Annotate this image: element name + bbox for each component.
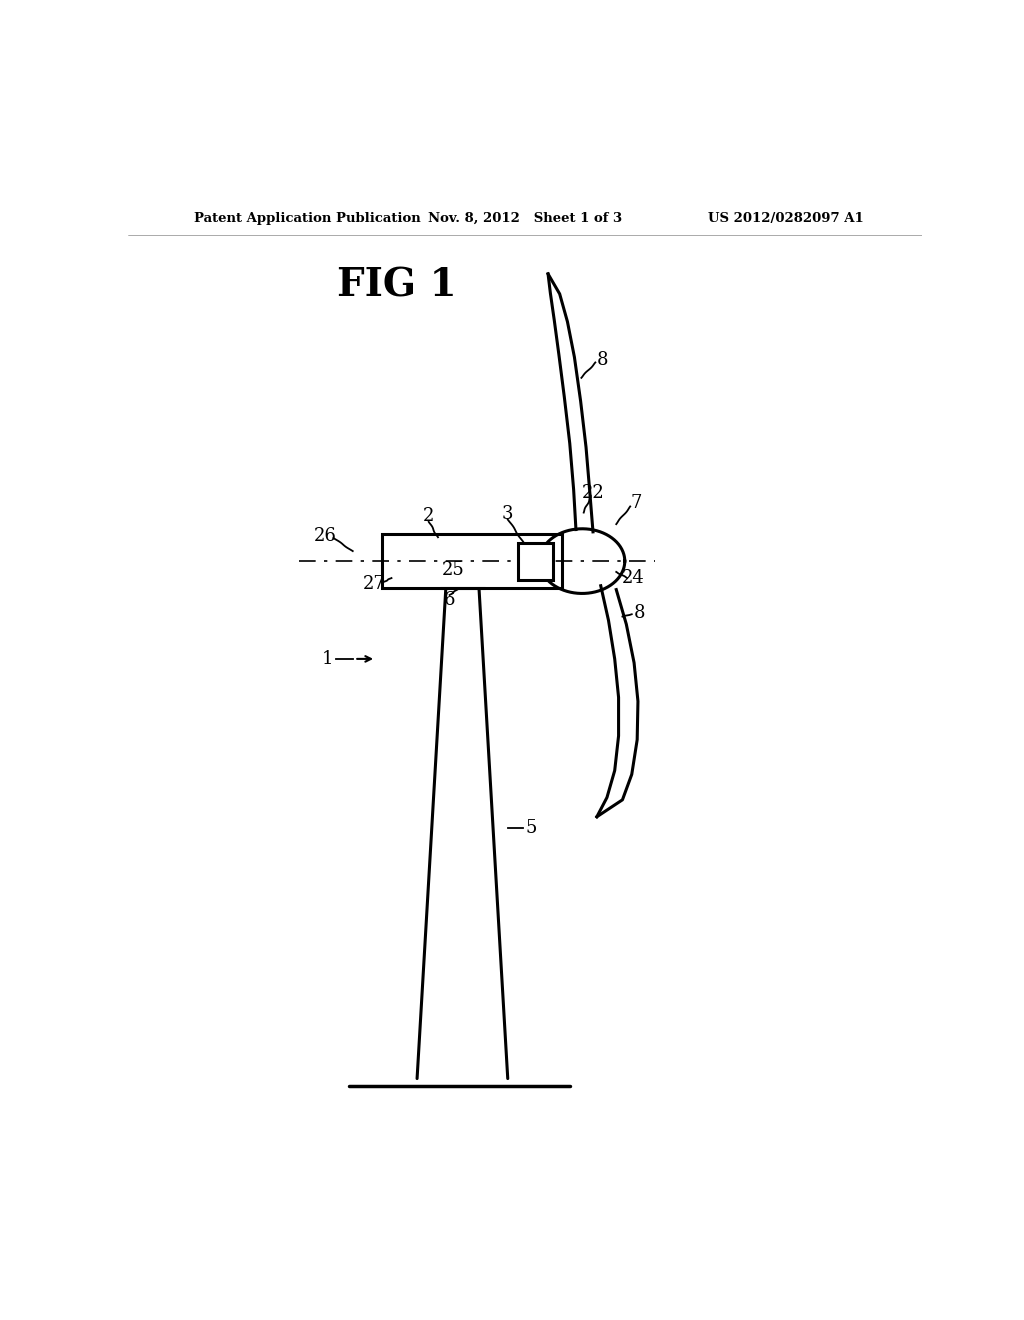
Text: 8: 8 — [634, 603, 645, 622]
Text: 3: 3 — [502, 506, 513, 523]
Text: 6: 6 — [443, 591, 456, 610]
Text: 7: 7 — [631, 495, 642, 512]
Text: 2: 2 — [423, 507, 434, 525]
Text: 22: 22 — [582, 484, 604, 503]
Bar — [518, 543, 553, 581]
Text: 1: 1 — [323, 649, 334, 668]
Text: 25: 25 — [442, 561, 465, 579]
Bar — [382, 535, 562, 589]
Text: 24: 24 — [622, 569, 645, 587]
Text: Nov. 8, 2012   Sheet 1 of 3: Nov. 8, 2012 Sheet 1 of 3 — [428, 213, 622, 224]
Text: 27: 27 — [364, 576, 386, 593]
Text: 26: 26 — [314, 527, 337, 545]
Text: FIG 1: FIG 1 — [337, 267, 457, 305]
Text: US 2012/0282097 A1: US 2012/0282097 A1 — [709, 213, 864, 224]
Text: 8: 8 — [597, 351, 608, 370]
Text: 5: 5 — [525, 820, 537, 837]
Text: Patent Application Publication: Patent Application Publication — [194, 213, 421, 224]
